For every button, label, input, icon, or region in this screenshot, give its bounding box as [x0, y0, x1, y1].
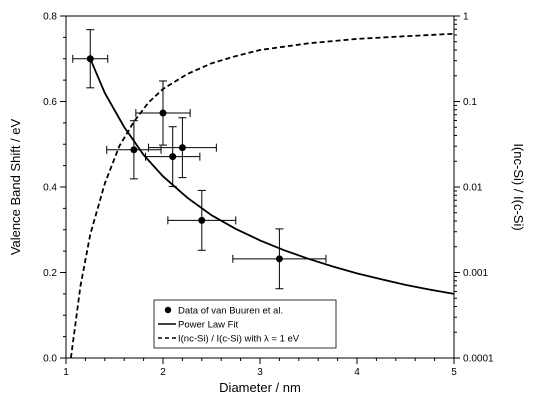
y-tick-label: 0.8 [43, 12, 57, 23]
data-point-group [106, 120, 162, 180]
y-tick-label: 0.2 [43, 268, 57, 279]
x-tick-label: 3 [257, 367, 263, 378]
legend-label-points: Data of van Buuren et al. [178, 306, 283, 317]
data-point [86, 55, 94, 63]
data-point [275, 255, 283, 263]
data-point [169, 153, 177, 161]
data-point [178, 144, 186, 152]
data-point [198, 216, 206, 224]
legend-marker-points [164, 306, 172, 314]
x-axis-title: Diameter / nm [219, 380, 301, 395]
y-tick-label: 0.0 [43, 354, 57, 365]
y2-tick-label: 0.01 [463, 183, 483, 194]
data-points [72, 29, 327, 290]
y2-tick-label: 1 [463, 12, 469, 23]
power-law-fit-line [89, 58, 455, 295]
data-point [159, 109, 167, 117]
y-axis-right-title: I(nc-Si) / I(c-Si) [511, 143, 526, 230]
x-tick-label: 4 [354, 367, 360, 378]
data-point-group [135, 80, 191, 146]
x-tick-label: 2 [160, 367, 166, 378]
y2-tick-label: 0.0001 [463, 354, 494, 365]
legend-box [153, 299, 337, 349]
x-tick-label: 1 [63, 367, 69, 378]
data-point-group [232, 228, 327, 290]
data-point-group [167, 189, 237, 251]
data-point [130, 146, 138, 154]
intensity-ratio-line [70, 32, 455, 359]
legend: Data of van Buuren et al. Power Law Fit … [153, 299, 337, 349]
y-tick-label: 0.4 [43, 183, 57, 194]
legend-label-fit: Power Law Fit [178, 320, 239, 331]
data-point-group [147, 117, 217, 179]
x-axis: 1 2 3 4 5 [63, 358, 457, 378]
y2-tick-label: 0.001 [463, 268, 488, 279]
y-axis-left: 0.0 0.2 0.4 0.6 0.8 [43, 12, 66, 365]
data-point-group [145, 126, 201, 188]
series-lines [70, 32, 455, 359]
x-tick-label: 5 [451, 367, 457, 378]
data-point-group [72, 29, 109, 89]
y2-tick-label: 0.1 [463, 97, 477, 108]
legend-label-ratio: I(nc-Si) / I(c-Si) with λ = 1 eV [178, 334, 300, 345]
y-axis-left-title: Valence Band Shift / eV [8, 119, 23, 256]
y-axis-right: 0.0001 0.001 0.01 0.1 1 [454, 12, 494, 365]
y-tick-label: 0.6 [43, 97, 57, 108]
